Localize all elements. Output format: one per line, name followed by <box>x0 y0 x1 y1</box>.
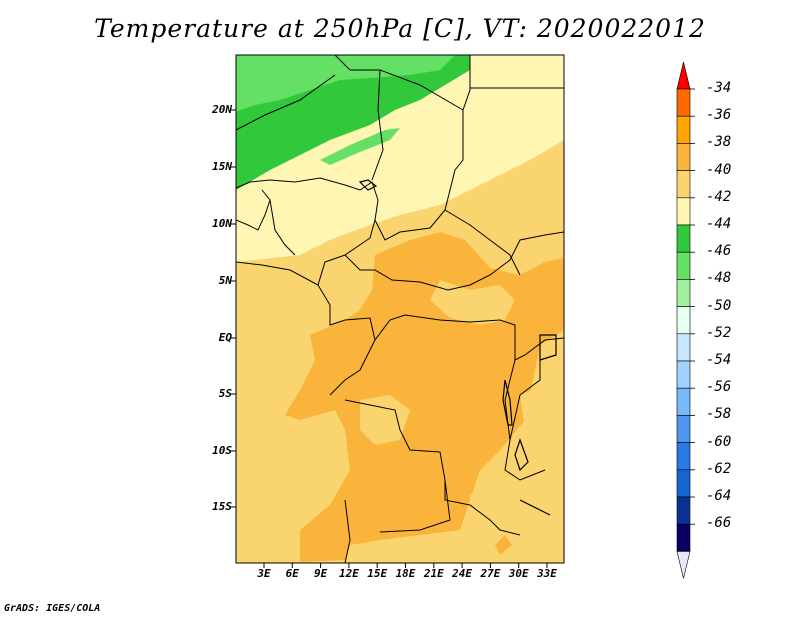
colorbar-label: -46 <box>706 243 732 260</box>
border-gabon-congo <box>317 284 376 396</box>
lat-label: EQ <box>218 331 232 344</box>
border-chad-libya <box>379 69 464 111</box>
colorbar-swatch <box>676 387 691 416</box>
border-tanzania <box>509 355 541 441</box>
lon-label: 27E <box>480 567 501 580</box>
colorbar-label: -60 <box>706 433 732 450</box>
colorbar-label: -40 <box>706 161 732 178</box>
lon-label: 18E <box>395 567 416 580</box>
colorbar-label: -62 <box>706 460 732 477</box>
lon-label: 21E <box>423 567 444 580</box>
lat-label: 15N <box>212 160 232 173</box>
axis-ticks <box>231 109 548 568</box>
colorbar-label: -64 <box>706 488 732 504</box>
lon-label: 30E <box>508 567 529 580</box>
border-west-africa-small <box>236 189 271 231</box>
colorbar-swatch <box>676 415 691 443</box>
lake-kariba <box>519 499 551 516</box>
lake-tanganyika <box>502 379 513 426</box>
colorbar-swatch <box>676 115 691 144</box>
fill-minus-40-west <box>236 262 310 563</box>
lake-chad <box>358 179 378 191</box>
fill-minus-36 <box>495 535 512 555</box>
lat-label: 10N <box>212 217 232 230</box>
grads-credit: GrADS: IGES/COLA <box>4 603 101 614</box>
colorbar-label: -42 <box>706 188 732 205</box>
colorbar-swatch <box>676 170 691 199</box>
colorbar-swatch <box>676 496 691 525</box>
lake-malawi <box>514 438 529 472</box>
lakes <box>358 179 557 516</box>
colorbar-swatch <box>676 360 691 389</box>
colorbar-swatch <box>676 197 691 226</box>
colorbar-label: -54 <box>706 352 732 368</box>
colorbar-swatch <box>676 442 691 471</box>
fill-minus-40-hole-2 <box>360 395 410 445</box>
lon-label: 24E <box>452 567 473 580</box>
colorbar-swatch <box>676 469 691 498</box>
fill-minus-46 <box>236 55 455 112</box>
colorbar-top-arrow <box>676 61 691 90</box>
colorbar-swatch <box>676 143 691 171</box>
lat-label: 15S <box>212 500 232 513</box>
colorbar-label: -38 <box>706 134 732 151</box>
lat-label: 10S <box>212 444 232 457</box>
colorbar-label: -56 <box>706 379 732 396</box>
border-angola <box>344 399 521 536</box>
fill-minus-40-hole-1 <box>430 280 515 325</box>
lon-label: 9E <box>313 567 328 580</box>
border-nigeria-west <box>269 199 296 256</box>
colorbar-label: -66 <box>706 515 732 532</box>
lat-label: 5N <box>218 274 232 287</box>
colorbar-label: -36 <box>706 107 732 124</box>
border-niger-libya <box>334 55 384 181</box>
colorbar-swatch <box>676 279 691 307</box>
colorbar-swatch <box>676 333 691 362</box>
colorbar-label: -34 <box>706 80 732 96</box>
lon-label: 6E <box>285 567 299 580</box>
colorbar-bottom-arrow <box>676 551 691 579</box>
map-frame <box>235 54 565 564</box>
border-kenya <box>514 337 564 361</box>
colorbar-label: -48 <box>706 270 732 287</box>
colorbar-swatch <box>676 224 691 253</box>
lon-label: 33E <box>537 567 557 580</box>
border-zambia-west <box>379 479 451 533</box>
borders <box>236 55 564 563</box>
lat-label: 5S <box>218 387 232 400</box>
border-namibia <box>344 499 351 563</box>
lake-victoria <box>539 334 557 361</box>
border-drc <box>374 314 546 481</box>
map-title: Temperature at 250hPa [C], VT: 202002201… <box>94 14 706 43</box>
lon-label: 3E <box>257 567 271 580</box>
colorbar-swatch <box>676 251 691 280</box>
fill-minus-42-streak <box>320 128 400 165</box>
colorbar-label: -58 <box>706 406 732 423</box>
colorbar-swatch <box>676 306 691 335</box>
lat-label: 20N <box>212 103 232 116</box>
colorbar-label: -50 <box>706 297 732 314</box>
lon-label: 12E <box>338 567 359 580</box>
colorbar-label: -44 <box>706 216 732 232</box>
lon-label: 15E <box>367 567 388 580</box>
colorbar-label: -52 <box>706 324 732 341</box>
border-car <box>344 231 564 291</box>
border-coast-west <box>236 219 376 286</box>
colorbar <box>676 61 695 579</box>
colorbar-swatch <box>676 523 691 552</box>
colorbar-swatch <box>676 88 691 117</box>
border-mali-algeria <box>236 74 336 131</box>
fill-minus-40-hole-4 <box>520 385 564 450</box>
map-fill <box>236 55 564 563</box>
border-sudan-south <box>444 209 521 276</box>
fill-minus-40-hole-3 <box>470 490 505 530</box>
